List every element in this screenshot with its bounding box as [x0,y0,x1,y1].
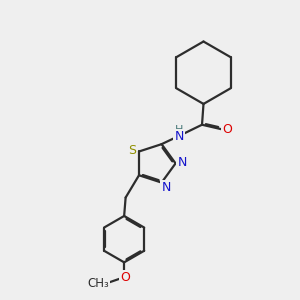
Text: O: O [120,271,130,284]
Text: O: O [222,123,232,136]
Text: CH₃: CH₃ [88,277,110,290]
Text: S: S [128,144,136,158]
Text: N: N [174,130,184,143]
Text: N: N [177,156,187,169]
Text: N: N [161,181,171,194]
Text: H: H [175,125,183,135]
